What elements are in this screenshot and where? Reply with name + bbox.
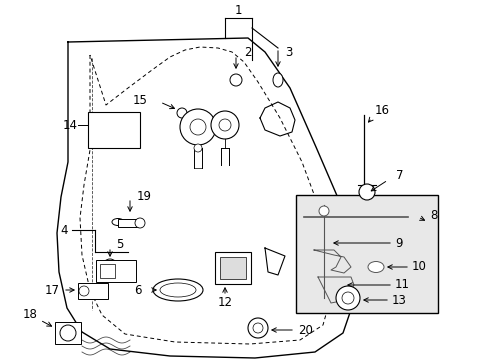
Bar bbox=[88, 112, 140, 148]
Circle shape bbox=[358, 184, 374, 200]
Text: 8: 8 bbox=[429, 208, 436, 221]
Circle shape bbox=[79, 286, 89, 296]
Text: 14: 14 bbox=[63, 118, 78, 131]
Circle shape bbox=[135, 218, 145, 228]
Circle shape bbox=[318, 206, 328, 216]
Text: 2: 2 bbox=[244, 45, 251, 59]
Text: 6: 6 bbox=[134, 284, 142, 297]
Circle shape bbox=[335, 286, 359, 310]
Text: 1: 1 bbox=[234, 4, 242, 17]
Circle shape bbox=[210, 111, 239, 139]
Text: 10: 10 bbox=[411, 261, 426, 274]
Ellipse shape bbox=[153, 279, 203, 301]
Circle shape bbox=[190, 119, 205, 135]
Circle shape bbox=[180, 109, 216, 145]
Bar bbox=[96, 260, 136, 282]
Ellipse shape bbox=[160, 283, 196, 297]
Circle shape bbox=[60, 325, 76, 341]
Bar bbox=[295, 195, 437, 313]
Bar bbox=[215, 252, 250, 284]
Circle shape bbox=[229, 74, 242, 86]
Circle shape bbox=[219, 119, 230, 131]
Text: 13: 13 bbox=[391, 293, 406, 306]
Text: 4: 4 bbox=[61, 224, 68, 237]
Bar bbox=[78, 283, 108, 299]
Text: 18: 18 bbox=[23, 309, 38, 321]
Text: 16: 16 bbox=[374, 104, 389, 117]
Circle shape bbox=[177, 108, 186, 118]
Circle shape bbox=[247, 318, 267, 338]
Bar bbox=[100, 264, 115, 278]
Ellipse shape bbox=[367, 261, 383, 273]
Ellipse shape bbox=[112, 219, 124, 225]
Text: 9: 9 bbox=[394, 237, 402, 249]
Text: 3: 3 bbox=[285, 45, 292, 59]
Bar bbox=[118, 219, 140, 227]
Circle shape bbox=[341, 292, 353, 304]
Text: 11: 11 bbox=[394, 279, 409, 292]
Circle shape bbox=[103, 259, 117, 273]
Bar bbox=[55, 322, 81, 344]
Text: 19: 19 bbox=[137, 189, 152, 202]
Bar bbox=[220, 257, 245, 279]
Text: 5: 5 bbox=[116, 238, 123, 251]
Circle shape bbox=[194, 144, 202, 152]
Text: 12: 12 bbox=[217, 296, 232, 309]
Text: 20: 20 bbox=[297, 324, 312, 337]
Text: 7: 7 bbox=[395, 168, 403, 181]
Circle shape bbox=[252, 323, 263, 333]
Text: 17: 17 bbox=[45, 284, 60, 297]
Ellipse shape bbox=[272, 73, 283, 87]
Text: 15: 15 bbox=[133, 94, 148, 107]
